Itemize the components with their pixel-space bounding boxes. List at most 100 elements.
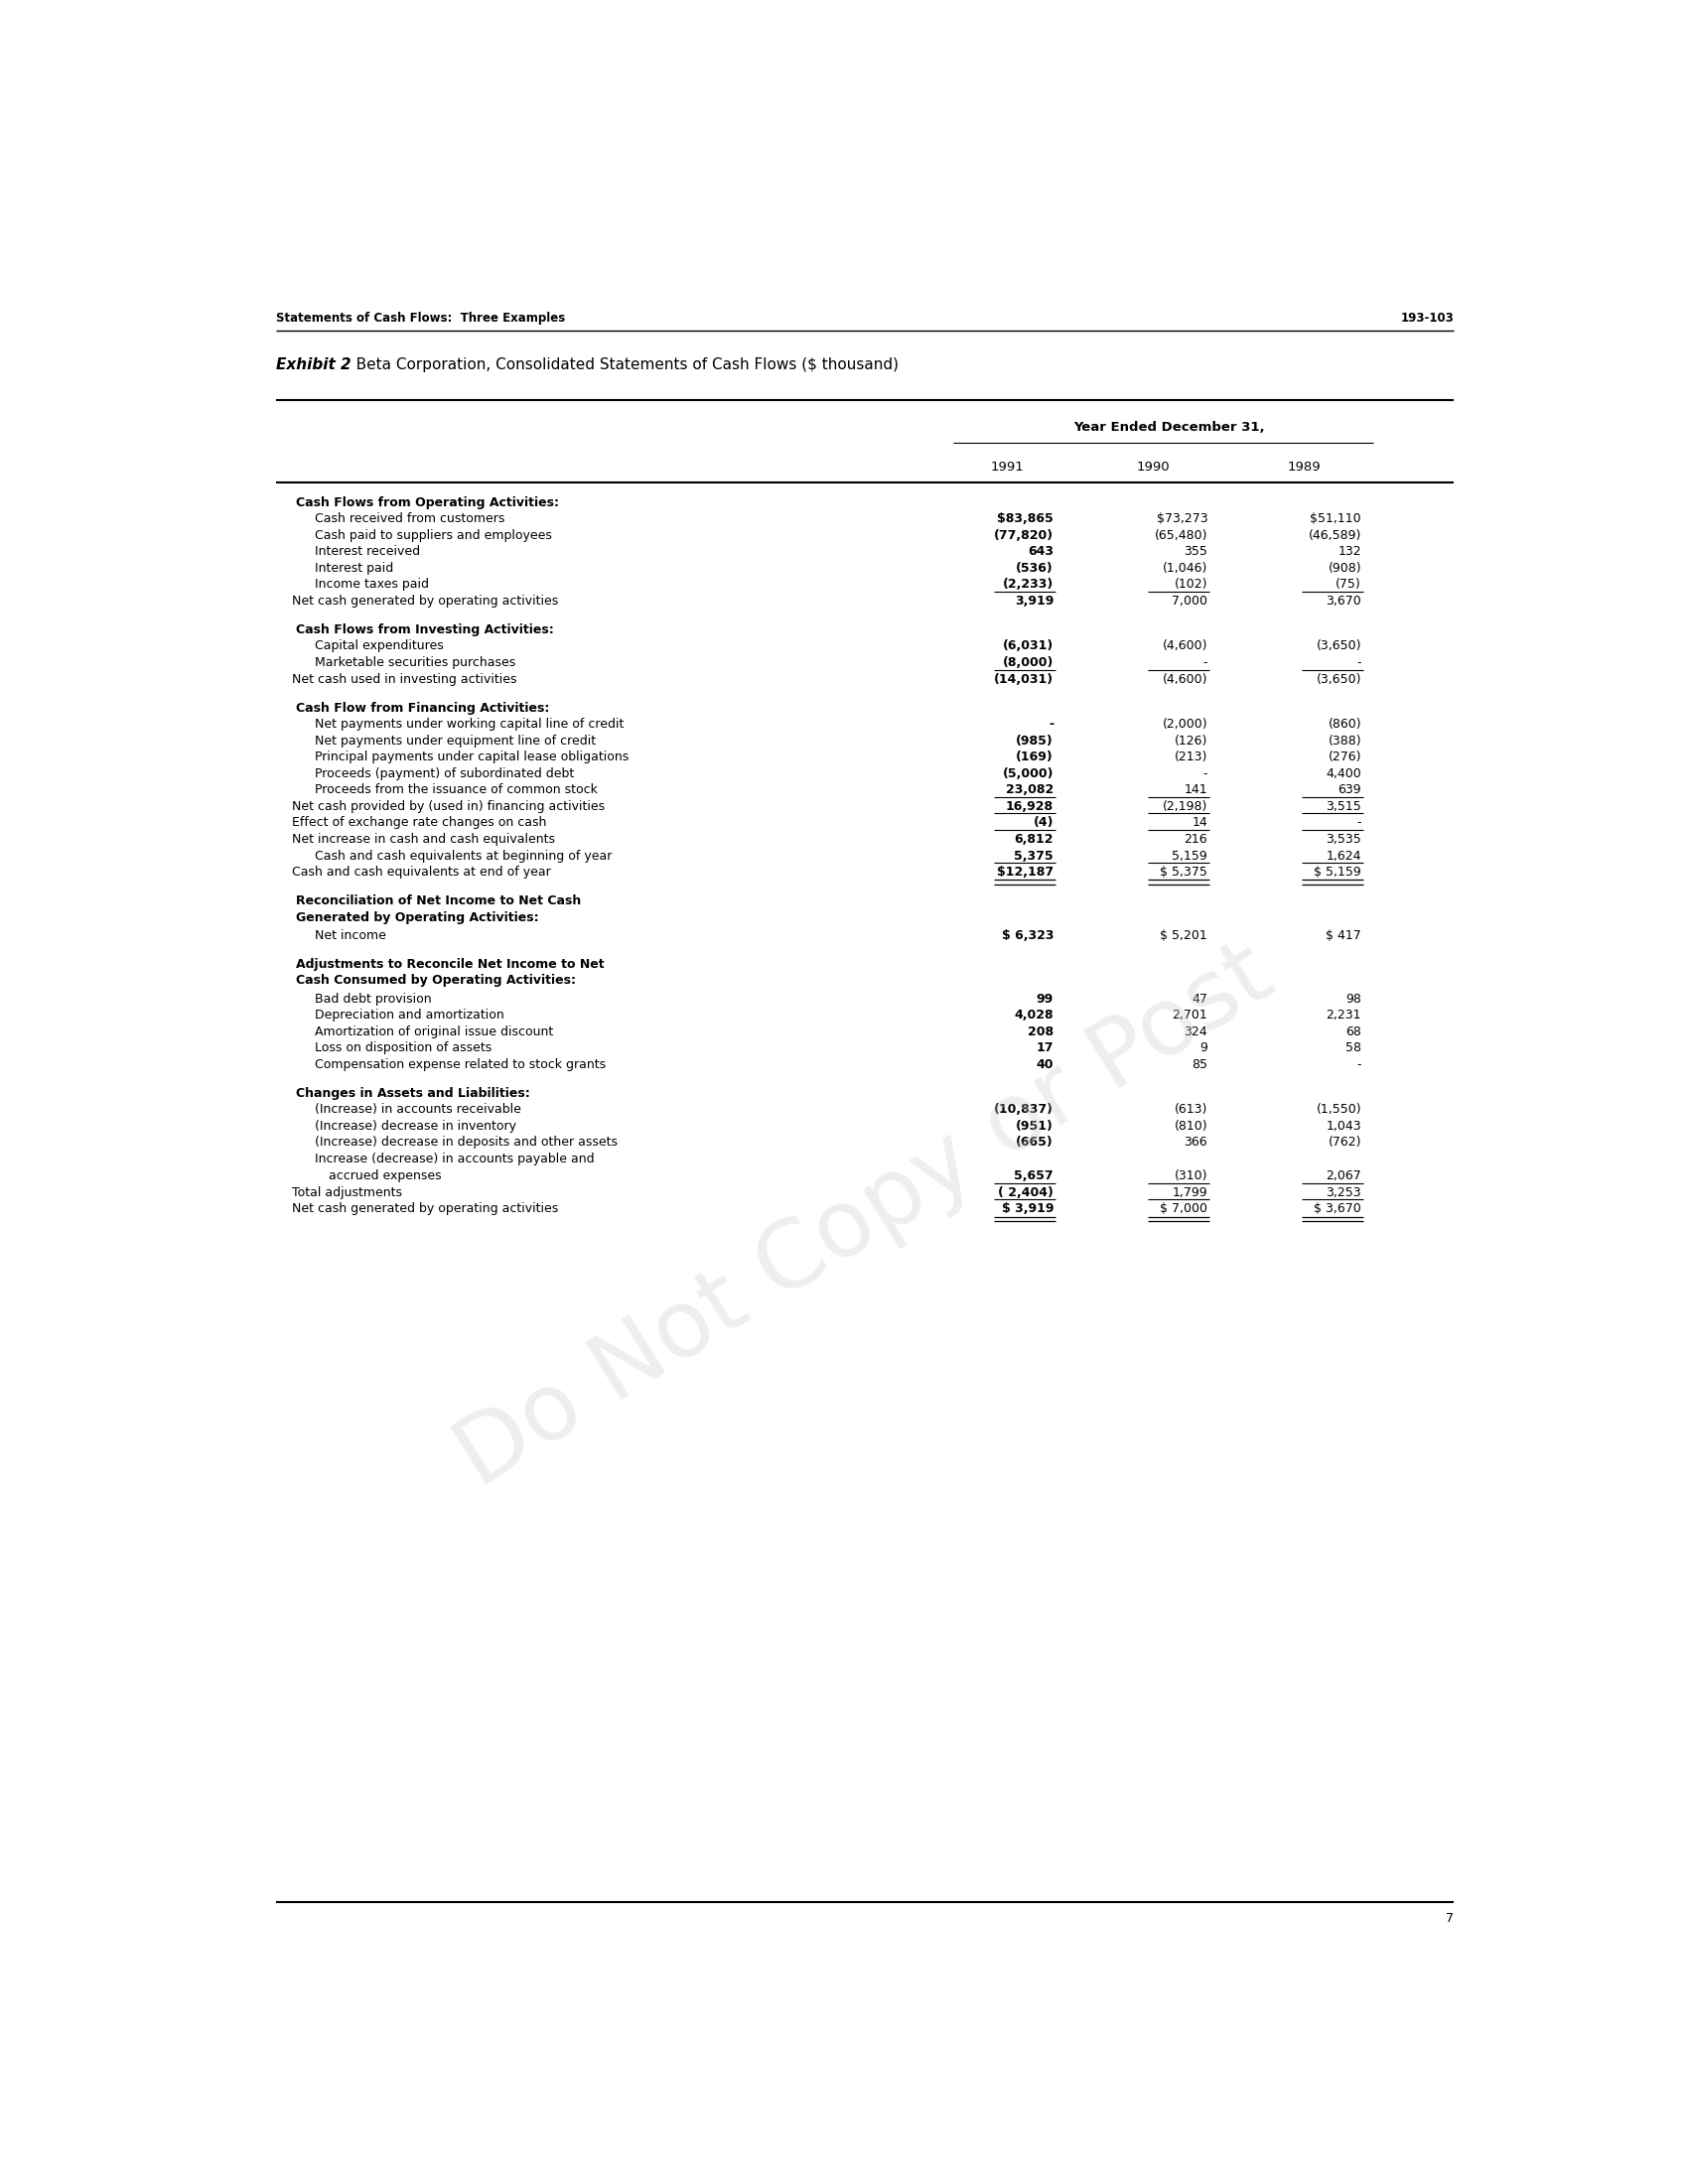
Text: Bad debt provision: Bad debt provision	[316, 992, 432, 1005]
Text: (65,480): (65,480)	[1155, 529, 1207, 542]
Text: 3,670: 3,670	[1327, 594, 1362, 607]
Text: 3,515: 3,515	[1327, 799, 1362, 812]
Text: (Increase) decrease in inventory: (Increase) decrease in inventory	[316, 1120, 517, 1133]
Text: Do Not Copy or Post: Do Not Copy or Post	[441, 928, 1290, 1507]
Text: $73,273: $73,273	[1156, 513, 1207, 526]
Text: 16,928: 16,928	[1006, 799, 1053, 812]
Text: Beta Corporation, Consolidated Statements of Cash Flows ($ thousand): Beta Corporation, Consolidated Statement…	[341, 358, 898, 373]
Text: Proceeds from the issuance of common stock: Proceeds from the issuance of common sto…	[316, 784, 598, 797]
Text: (613): (613)	[1175, 1103, 1207, 1116]
Text: 3,535: 3,535	[1327, 832, 1362, 845]
Text: 3,919: 3,919	[1014, 594, 1053, 607]
Text: (4,600): (4,600)	[1163, 640, 1207, 653]
Text: (276): (276)	[1328, 751, 1362, 764]
Text: 6,812: 6,812	[1014, 832, 1053, 845]
Text: $83,865: $83,865	[998, 513, 1053, 526]
Text: Net increase in cash and cash equivalents: Net increase in cash and cash equivalent…	[292, 832, 555, 845]
Text: (951): (951)	[1016, 1120, 1053, 1133]
Text: Year Ended December 31,: Year Ended December 31,	[1074, 422, 1264, 435]
Text: 1990: 1990	[1138, 461, 1170, 474]
Text: (2,233): (2,233)	[1003, 579, 1053, 592]
Text: 643: 643	[1028, 546, 1053, 559]
Text: 4,028: 4,028	[1014, 1009, 1053, 1022]
Text: (77,820): (77,820)	[994, 529, 1053, 542]
Text: $ 3,919: $ 3,919	[1001, 1203, 1053, 1216]
Text: (665): (665)	[1016, 1136, 1053, 1149]
Text: 1991: 1991	[991, 461, 1025, 474]
Text: Cash received from customers: Cash received from customers	[316, 513, 505, 526]
Text: Amortization of original issue discount: Amortization of original issue discount	[316, 1024, 554, 1037]
Text: Cash Consumed by Operating Activities:: Cash Consumed by Operating Activities:	[295, 974, 576, 987]
Text: (1,550): (1,550)	[1317, 1103, 1362, 1116]
Text: (810): (810)	[1175, 1120, 1207, 1133]
Text: (75): (75)	[1335, 579, 1362, 592]
Text: ( 2,404): ( 2,404)	[998, 1186, 1053, 1199]
Text: (6,031): (6,031)	[1003, 640, 1053, 653]
Text: Net payments under equipment line of credit: Net payments under equipment line of cre…	[316, 734, 596, 747]
Text: -: -	[1357, 817, 1362, 830]
Text: 1,043: 1,043	[1327, 1120, 1362, 1133]
Text: (2,000): (2,000)	[1163, 719, 1207, 732]
Text: (860): (860)	[1328, 719, 1362, 732]
Text: 98: 98	[1345, 992, 1362, 1005]
Text: Adjustments to Reconcile Net Income to Net: Adjustments to Reconcile Net Income to N…	[295, 959, 604, 970]
Text: 141: 141	[1183, 784, 1207, 797]
Text: Net cash provided by (used in) financing activities: Net cash provided by (used in) financing…	[292, 799, 604, 812]
Text: Interest received: Interest received	[316, 546, 420, 559]
Text: 14: 14	[1192, 817, 1207, 830]
Text: (310): (310)	[1175, 1168, 1207, 1182]
Text: 2,701: 2,701	[1171, 1009, 1207, 1022]
Text: (14,031): (14,031)	[994, 673, 1053, 686]
Text: 366: 366	[1183, 1136, 1207, 1149]
Text: Net income: Net income	[316, 928, 387, 941]
Text: 58: 58	[1345, 1042, 1362, 1055]
Text: 1989: 1989	[1286, 461, 1320, 474]
Text: 68: 68	[1345, 1024, 1362, 1037]
Text: 5,159: 5,159	[1171, 850, 1207, 863]
Text: Capital expenditures: Capital expenditures	[316, 640, 444, 653]
Text: 7: 7	[1447, 1911, 1453, 1924]
Text: 1,799: 1,799	[1171, 1186, 1207, 1199]
Text: 17: 17	[1036, 1042, 1053, 1055]
Text: -: -	[1204, 655, 1207, 668]
Text: Cash Flows from Investing Activities:: Cash Flows from Investing Activities:	[295, 622, 554, 636]
Text: (46,589): (46,589)	[1308, 529, 1362, 542]
Text: (3,650): (3,650)	[1317, 640, 1362, 653]
Text: $ 5,159: $ 5,159	[1313, 865, 1362, 878]
Text: $ 6,323: $ 6,323	[1001, 928, 1053, 941]
Text: $ 417: $ 417	[1327, 928, 1362, 941]
Text: Increase (decrease) in accounts payable and: Increase (decrease) in accounts payable …	[316, 1153, 594, 1166]
Text: (Increase) decrease in deposits and other assets: (Increase) decrease in deposits and othe…	[316, 1136, 618, 1149]
Text: $ 7,000: $ 7,000	[1160, 1203, 1207, 1216]
Text: $ 5,201: $ 5,201	[1160, 928, 1207, 941]
Text: 2,231: 2,231	[1327, 1009, 1362, 1022]
Text: 99: 99	[1036, 992, 1053, 1005]
Text: Changes in Assets and Liabilities:: Changes in Assets and Liabilities:	[295, 1088, 530, 1101]
Text: Income taxes paid: Income taxes paid	[316, 579, 429, 592]
Text: Net cash generated by operating activities: Net cash generated by operating activiti…	[292, 594, 559, 607]
Text: 208: 208	[1028, 1024, 1053, 1037]
Text: 216: 216	[1183, 832, 1207, 845]
Text: Reconciliation of Net Income to Net Cash: Reconciliation of Net Income to Net Cash	[295, 895, 581, 906]
Text: (5,000): (5,000)	[1003, 767, 1053, 780]
Text: 5,375: 5,375	[1014, 850, 1053, 863]
Text: Cash and cash equivalents at beginning of year: Cash and cash equivalents at beginning o…	[316, 850, 613, 863]
Text: Cash and cash equivalents at end of year: Cash and cash equivalents at end of year	[292, 865, 550, 878]
Text: (Increase) in accounts receivable: (Increase) in accounts receivable	[316, 1103, 522, 1116]
Text: (102): (102)	[1175, 579, 1207, 592]
Text: 40: 40	[1036, 1057, 1053, 1070]
Text: Effect of exchange rate changes on cash: Effect of exchange rate changes on cash	[292, 817, 547, 830]
Text: (213): (213)	[1175, 751, 1207, 764]
Text: 47: 47	[1192, 992, 1207, 1005]
Text: Compensation expense related to stock grants: Compensation expense related to stock gr…	[316, 1057, 606, 1070]
Text: Exhibit 2: Exhibit 2	[277, 358, 351, 373]
Text: $ 3,670: $ 3,670	[1313, 1203, 1362, 1216]
Text: (126): (126)	[1175, 734, 1207, 747]
Text: 1,624: 1,624	[1327, 850, 1362, 863]
Text: Cash Flow from Financing Activities:: Cash Flow from Financing Activities:	[295, 701, 549, 714]
Text: Statements of Cash Flows:  Three Examples: Statements of Cash Flows: Three Examples	[277, 312, 565, 325]
Text: Principal payments under capital lease obligations: Principal payments under capital lease o…	[316, 751, 630, 764]
Text: 132: 132	[1339, 546, 1362, 559]
Text: 9: 9	[1200, 1042, 1207, 1055]
Text: Total adjustments: Total adjustments	[292, 1186, 402, 1199]
